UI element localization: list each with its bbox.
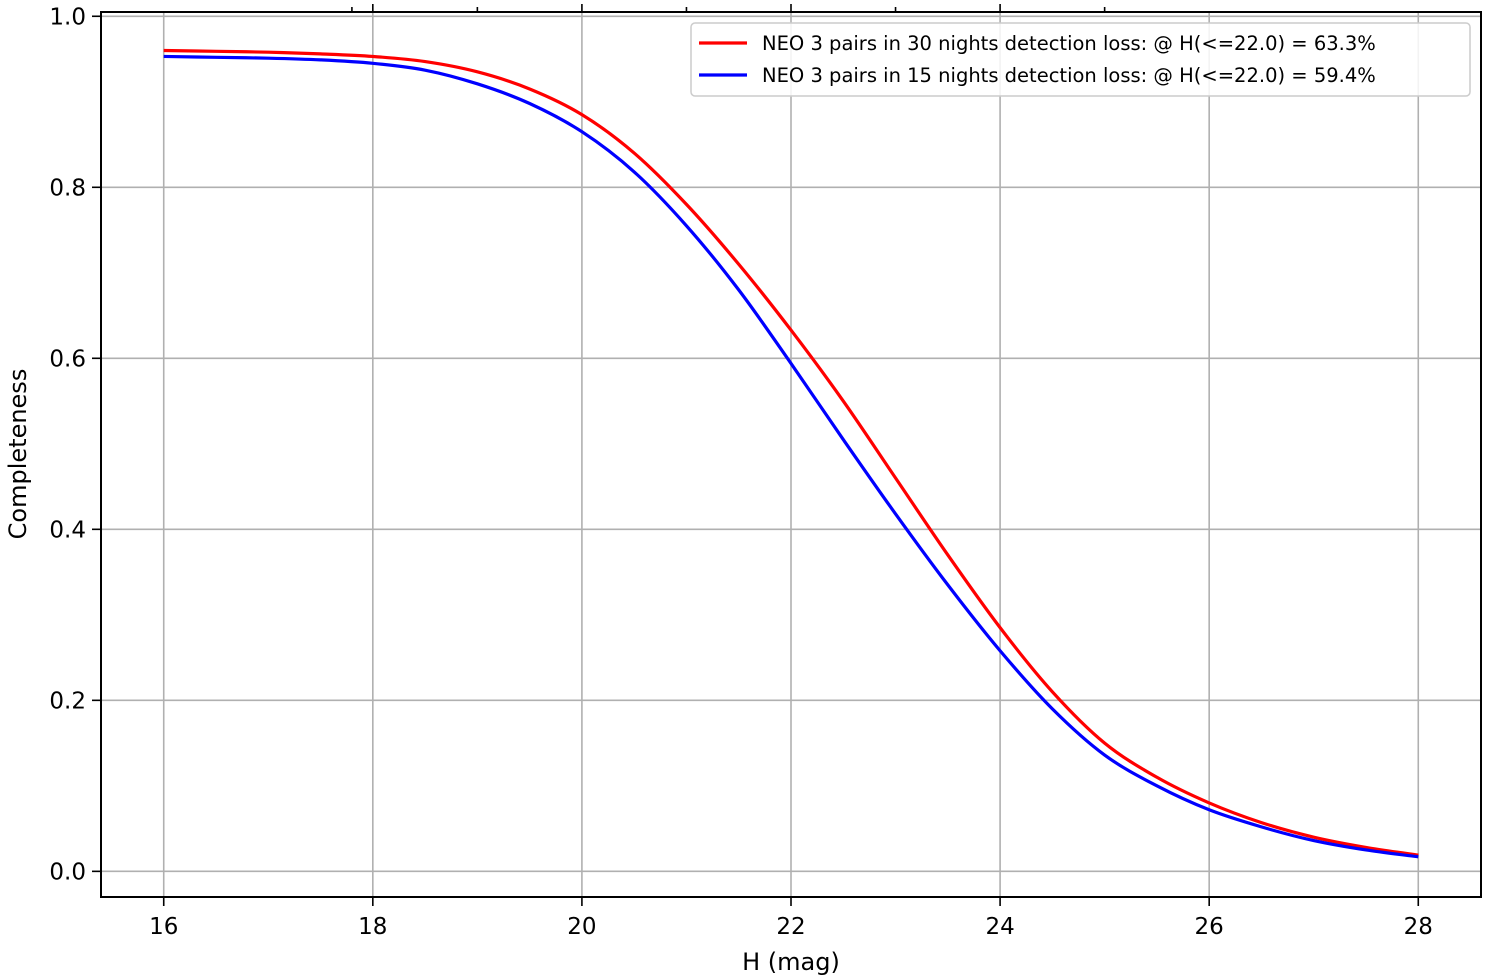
x-tick-label: 26 bbox=[1195, 914, 1224, 940]
y-tick-label: 0.8 bbox=[49, 175, 86, 201]
legend: NEO 3 pairs in 30 nights detection loss:… bbox=[690, 22, 1471, 97]
series-line-0 bbox=[163, 48, 1419, 857]
x-axis-label: H (mag) bbox=[742, 948, 840, 976]
y-tick-label: 0.4 bbox=[49, 517, 86, 543]
x-tick-label: 24 bbox=[985, 914, 1014, 940]
y-tick-label: 0.6 bbox=[49, 346, 86, 372]
top-axis-ticks bbox=[351, 4, 1106, 12]
legend-entry-15-nights: NEO 3 pairs in 15 nights detection loss:… bbox=[762, 64, 1376, 87]
x-tick-label: 16 bbox=[149, 914, 178, 940]
legend-entry-30-nights: NEO 3 pairs in 30 nights detection loss:… bbox=[762, 32, 1376, 55]
y-tick-label: 0.2 bbox=[49, 688, 86, 714]
series-line-1 bbox=[163, 54, 1419, 859]
x-tick-label: 18 bbox=[358, 914, 387, 940]
legend-box bbox=[690, 22, 1471, 97]
x-tick-label: 22 bbox=[776, 914, 805, 940]
x-tick-label: 28 bbox=[1404, 914, 1433, 940]
y-axis-ticks: 0.0 0.2 0.4 0.6 0.8 1.0 bbox=[49, 4, 101, 885]
series-lines bbox=[163, 48, 1419, 859]
y-tick-label: 0.0 bbox=[49, 859, 86, 885]
y-axis-label: Completeness bbox=[4, 369, 32, 540]
grid bbox=[101, 12, 1481, 897]
x-axis-ticks: 16 18 20 22 24 26 28 bbox=[149, 897, 1433, 940]
y-tick-label: 1.0 bbox=[49, 4, 86, 30]
x-tick-label: 20 bbox=[567, 914, 596, 940]
